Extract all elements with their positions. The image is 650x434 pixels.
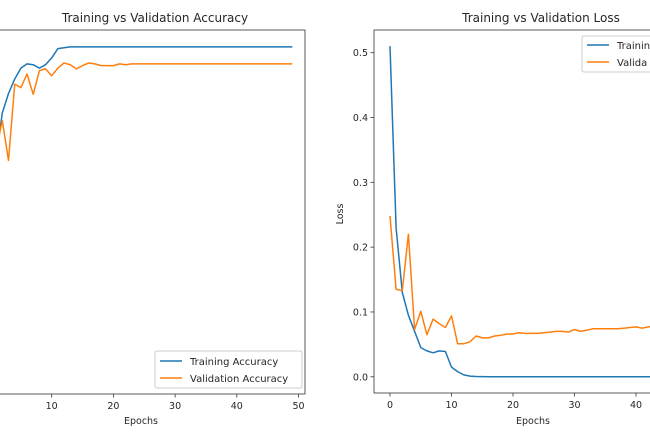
legend-label-training-accuracy: Training Accuracy bbox=[189, 357, 278, 368]
loss-x-tick-label: 20 bbox=[507, 400, 519, 411]
loss-plot-frame bbox=[373, 29, 650, 394]
loss-x-tick-label: 40 bbox=[630, 400, 642, 411]
loss-x-tick-label: 0 bbox=[387, 400, 393, 411]
series-line-training-accuracy bbox=[0, 46, 293, 136]
accuracy-plot-frame bbox=[0, 29, 306, 395]
accuracy-legend-box bbox=[154, 350, 303, 389]
accuracy-legend: Training Accuracy Validation Accuracy bbox=[154, 350, 303, 389]
loss-y-axis-label: Loss bbox=[335, 204, 346, 225]
loss-y-tick-label: 0.5 bbox=[353, 48, 368, 59]
accuracy-x-tick-label: 10 bbox=[46, 401, 58, 412]
loss-legend: Trainin Valida bbox=[581, 35, 650, 73]
loss-y-tick-label: 0.3 bbox=[353, 178, 368, 189]
legend-label-training-loss: Trainin bbox=[616, 41, 650, 52]
series-line-training-loss bbox=[389, 46, 650, 378]
loss-y-tick-label: 0.2 bbox=[353, 243, 368, 254]
accuracy-x-axis-label: Epochs bbox=[124, 416, 158, 427]
series-line-validation-accuracy bbox=[0, 62, 293, 162]
accuracy-x-tick-label: 50 bbox=[292, 401, 304, 412]
legend-label-validation-accuracy: Validation Accuracy bbox=[190, 374, 288, 385]
accuracy-chart-title: Training vs Validation Accuracy bbox=[61, 11, 248, 25]
loss-y-tick-label: 0.1 bbox=[353, 307, 368, 318]
loss-y-tick-label: 0.4 bbox=[353, 113, 368, 124]
loss-x-tick-label: 10 bbox=[445, 400, 457, 411]
loss-chart-title: Training vs Validation Loss bbox=[461, 11, 620, 25]
loss-x-tick-label: 30 bbox=[568, 400, 580, 411]
loss-x-axis-label: Epochs bbox=[516, 416, 550, 427]
series-line-validation-loss bbox=[389, 215, 650, 345]
legend-label-validation-loss: Valida bbox=[617, 58, 647, 69]
loss-y-tick-label: 0.0 bbox=[353, 372, 368, 383]
accuracy-chart: Training vs Validation Accuracy Epochs 1… bbox=[0, 11, 306, 427]
accuracy-x-tick-label: 30 bbox=[169, 401, 181, 412]
loss-chart: Training vs Validation Loss Epochs Loss … bbox=[335, 11, 650, 427]
accuracy-x-tick-label: 40 bbox=[231, 401, 243, 412]
accuracy-x-tick-label: 20 bbox=[107, 401, 119, 412]
